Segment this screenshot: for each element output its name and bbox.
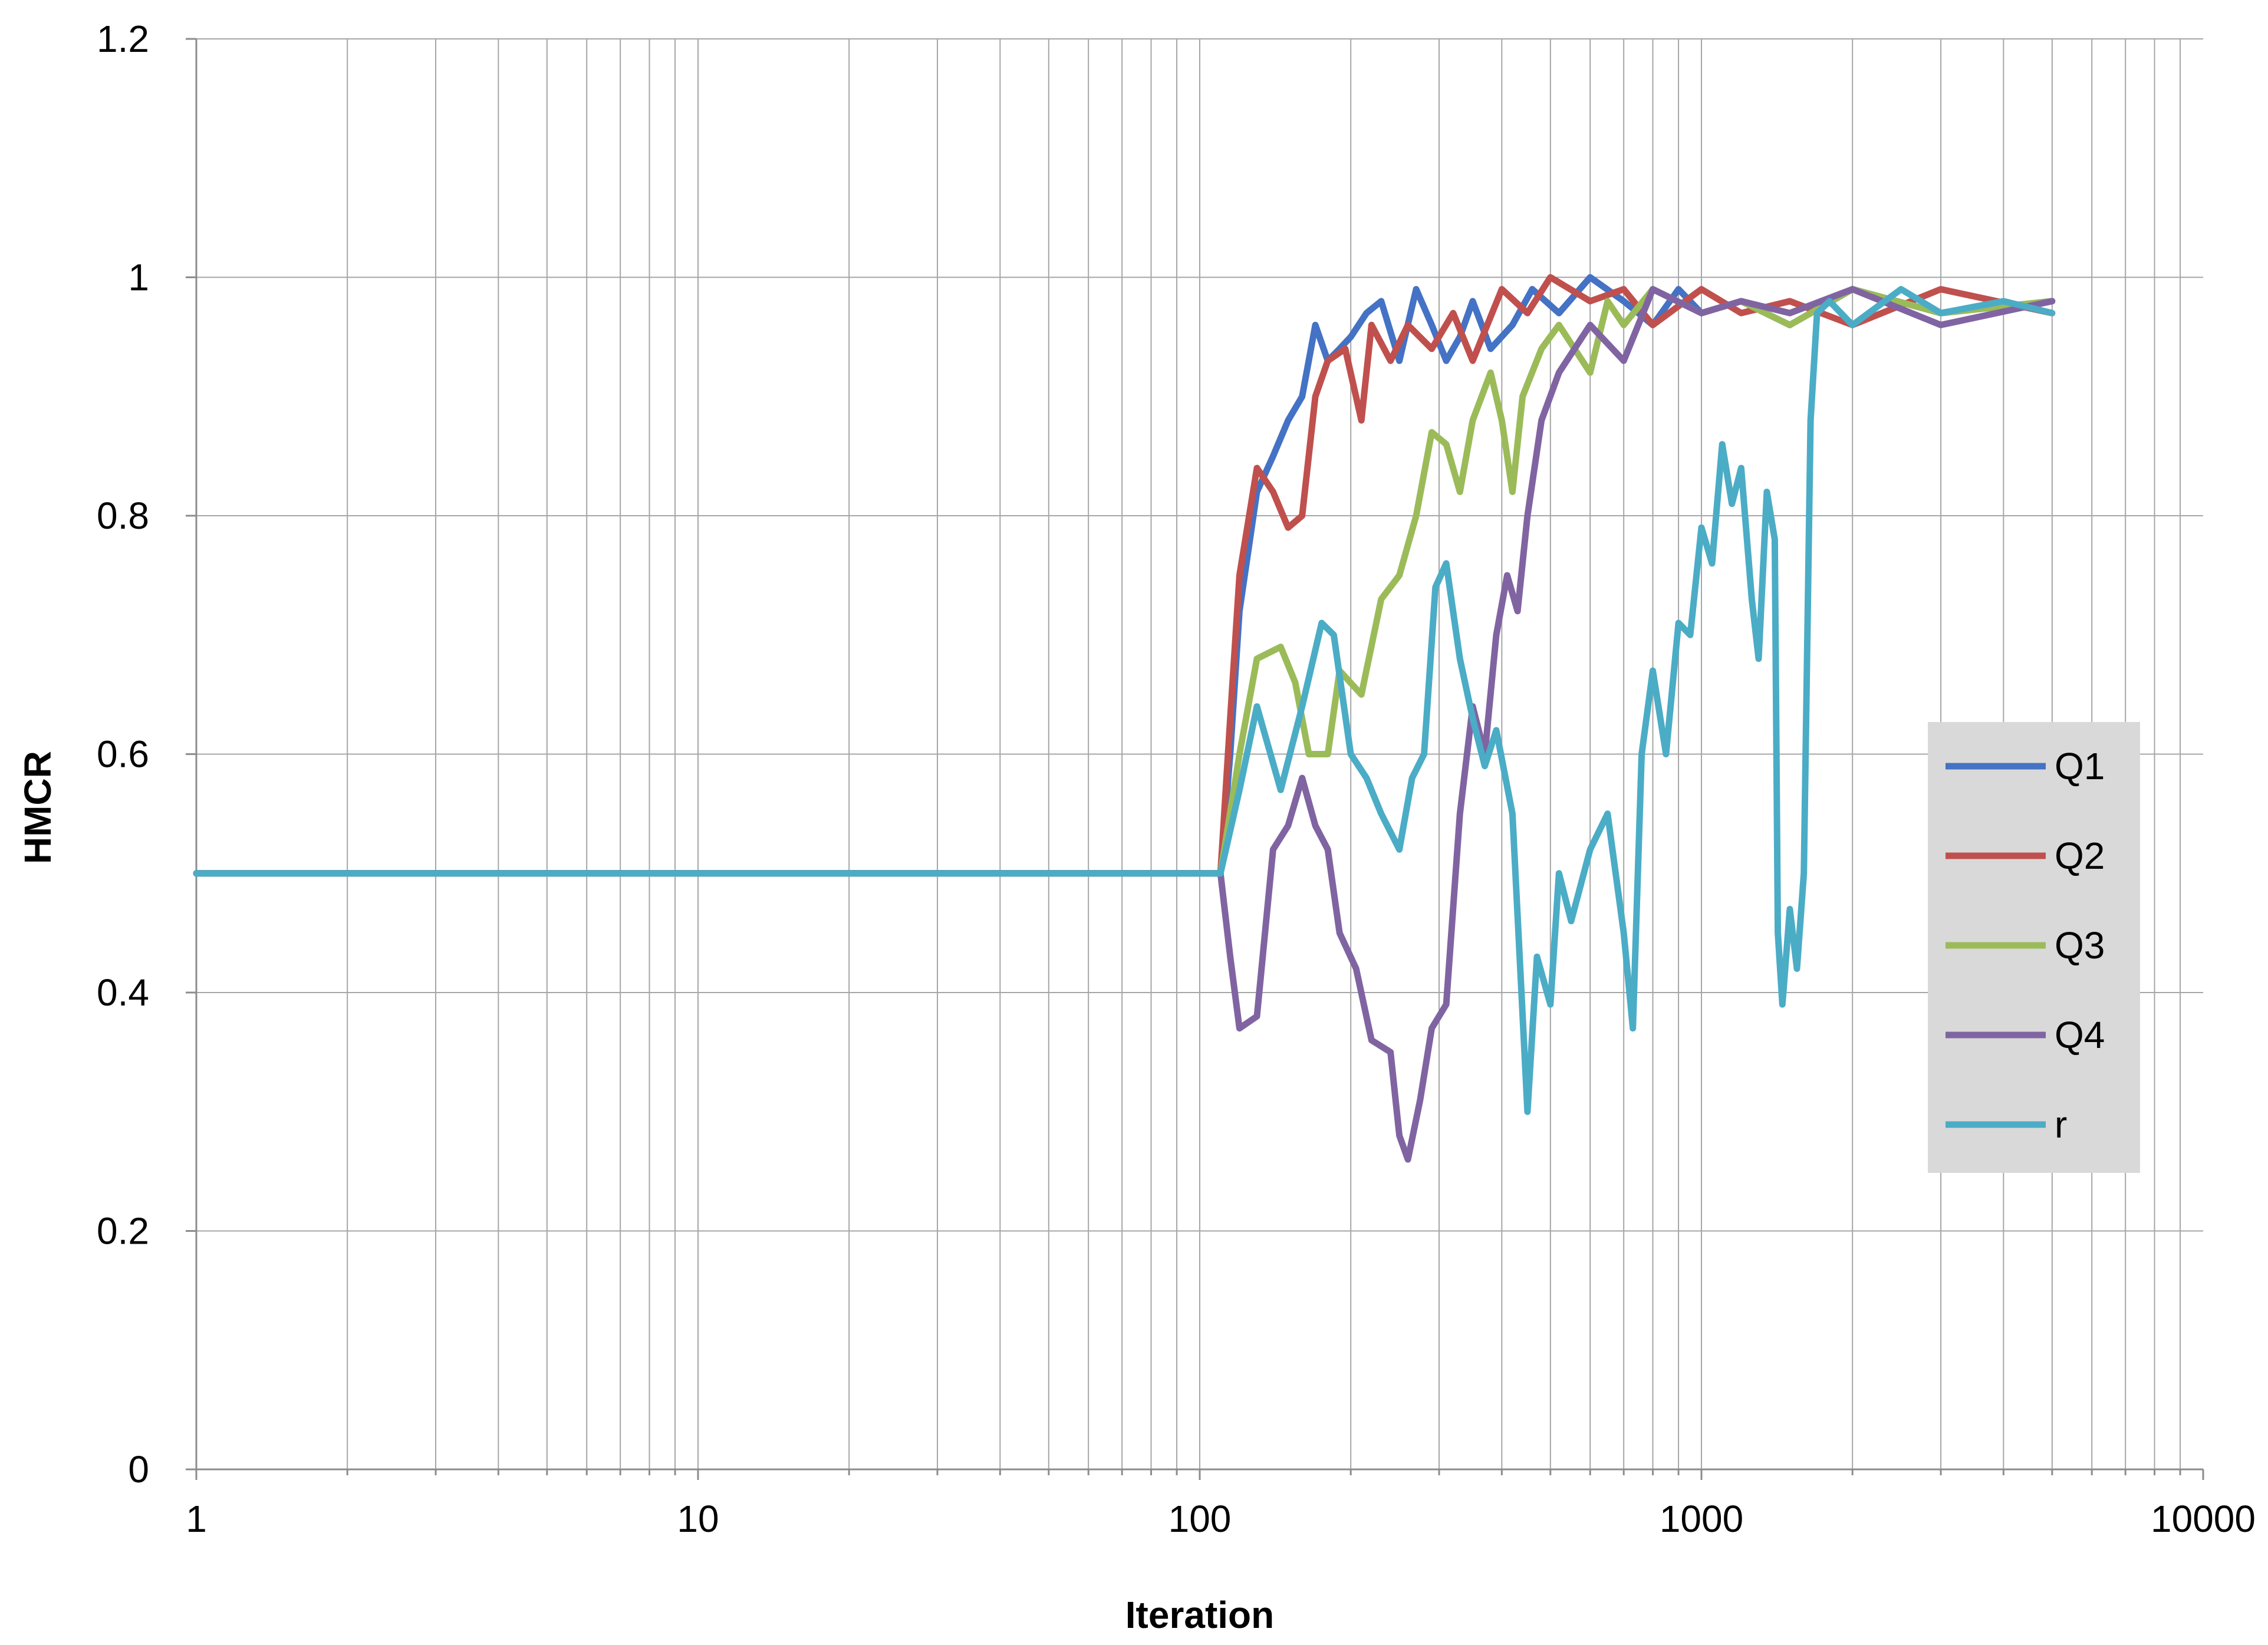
axes: [186, 38, 2204, 1480]
x-tick-label: 100: [1168, 1498, 1232, 1540]
series-line-q4: [193, 286, 2056, 1163]
tick-labels: 0 0.2 0.4 0.6 0.8 1 1.2 1 10 100 1000 10000: [97, 18, 2256, 1540]
y-tick-label: 0: [128, 1448, 149, 1491]
x-tick-label: 1: [186, 1498, 207, 1540]
legend-label-q2: Q2: [2055, 835, 2105, 877]
x-tick-label: 10000: [2151, 1498, 2256, 1540]
x-axis-title: Iteration: [1125, 1594, 1274, 1636]
x-tick-label: 1000: [1660, 1498, 1743, 1540]
y-tick-label: 0.2: [97, 1210, 149, 1252]
legend-label-q3: Q3: [2055, 924, 2105, 967]
y-tick-label: 1: [128, 256, 149, 299]
y-axis-title: HMCR: [17, 751, 59, 864]
x-tick-label: 10: [677, 1498, 719, 1540]
y-tick-label: 0.6: [97, 733, 149, 776]
legend-label-q1: Q1: [2055, 745, 2105, 787]
legend-label-q4: Q4: [2055, 1014, 2105, 1056]
series-line-q2: [193, 274, 2056, 877]
grid-lines: [196, 38, 2203, 1469]
series-line-r: [193, 286, 2056, 1115]
series-lines: [193, 274, 2056, 1163]
legend-label-r: r: [2055, 1103, 2067, 1146]
y-tick-label: 0.4: [97, 971, 149, 1014]
y-tick-label: 1.2: [97, 18, 149, 60]
y-tick-label: 0.8: [97, 495, 149, 537]
legend: Q1 Q2 Q3 Q4 r: [1928, 722, 2140, 1173]
